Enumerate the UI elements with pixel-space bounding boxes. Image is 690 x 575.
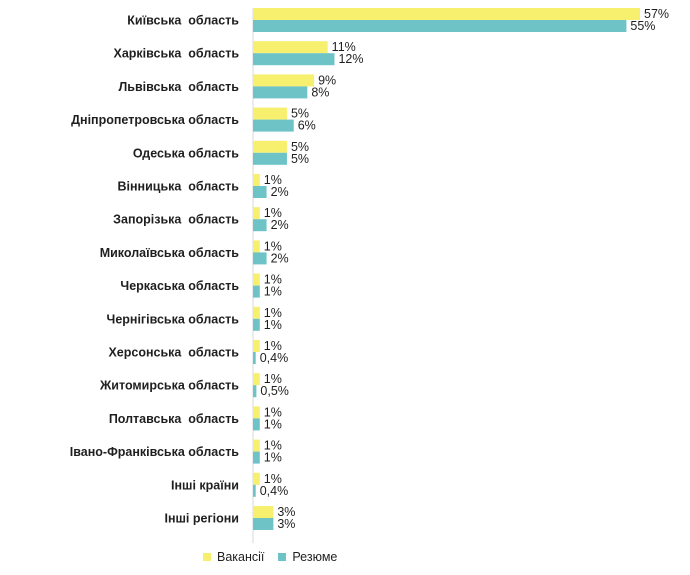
bar-resumes [253,451,260,464]
bar-resumes [253,318,260,331]
data-label-resumes: 0,5% [260,384,289,398]
data-label-vacancies: 1% [264,173,282,187]
category-label: Херсонська область [108,346,239,360]
category-label: Івано-Франківська область [70,445,240,459]
data-label-vacancies: 1% [264,439,282,453]
category-label: Дніпропетровська область [71,113,239,127]
data-label-resumes: 1% [264,285,282,299]
data-label-resumes: 3% [277,517,295,531]
data-label-resumes: 1% [264,318,282,332]
data-label-vacancies: 5% [291,140,309,154]
category-label: Харківська область [113,47,239,61]
data-label-resumes: 6% [298,119,316,133]
data-label-vacancies: 1% [264,206,282,220]
bar-resumes [253,352,256,364]
bar-resumes [253,20,627,32]
bar-vacancies [253,273,260,286]
category-label: Київська область [127,14,239,28]
category-label: Одеська область [133,146,239,160]
category-label: Вінницька область [117,180,239,194]
data-label-vacancies: 1% [264,239,282,253]
category-label: Житомирська область [99,379,239,393]
bar-resumes [253,86,308,99]
bar-resumes [253,484,256,497]
data-label-resumes: 0,4% [260,351,289,365]
category-label: Інші регіони [164,512,239,526]
legend-swatch-resumes [278,553,287,561]
bar-resumes [253,53,335,66]
legend-label-resumes: Резюме [292,550,338,564]
data-label-vacancies: 57% [644,7,669,21]
bar-vacancies [253,373,260,386]
category-label: Полтавська область [109,412,239,426]
bar-resumes [253,119,294,132]
data-label-resumes: 1% [264,417,282,431]
legend-item-vacancies: Вакансії [203,550,264,564]
bar-vacancies [253,8,640,20]
bar-resumes [253,418,260,431]
bar-vacancies [253,74,315,87]
data-label-vacancies: 11% [332,40,356,54]
category-label: Львівська область [119,80,240,94]
data-label-resumes: 2% [271,185,289,199]
legend-label-vacancies: Вакансії [217,550,265,564]
data-label-vacancies: 3% [277,505,295,519]
bar-vacancies [253,207,260,220]
bar-vacancies [253,174,260,186]
data-label-resumes: 8% [311,85,329,99]
bar-vacancies [253,41,328,54]
data-label-vacancies: 5% [291,107,309,121]
data-label-vacancies: 1% [264,273,282,287]
data-label-resumes: 12% [338,52,363,66]
data-label-vacancies: 9% [318,73,336,87]
category-label: Інші країни [171,478,239,492]
bar-resumes [253,219,267,232]
data-label-resumes: 55% [630,19,655,33]
bar-resumes [253,518,274,530]
bar-resumes [253,252,267,265]
bar-resumes [253,385,257,398]
bar-vacancies [253,472,260,485]
category-label: Чернігівська область [107,312,240,326]
bar-vacancies [253,306,260,319]
bar-vacancies [253,140,287,153]
bar-vacancies [253,439,260,452]
data-label-resumes: 2% [271,218,289,232]
category-label: Черкаська область [120,279,239,293]
category-label: Запорізька область [113,213,239,227]
data-label-vacancies: 1% [264,306,282,320]
bar-vacancies [253,506,274,518]
bar-resumes [253,152,287,165]
bar-resumes [253,186,267,198]
legend-swatch-vacancies [203,553,211,561]
bars-group: Київська область 57%55% Харківська область… [70,7,669,531]
bar-vacancies [253,240,260,253]
data-label-resumes: 0,4% [260,484,289,498]
legend-item-resumes: Резюме [278,550,337,564]
bar-vacancies [253,107,287,120]
bar-vacancies [253,340,260,352]
data-label-vacancies: 1% [264,405,282,419]
category-label: Миколаївська область [100,246,240,260]
data-label-vacancies: 1% [264,472,282,486]
data-label-vacancies: 1% [264,339,282,353]
data-label-vacancies: 1% [264,372,282,386]
data-label-resumes: 5% [291,152,309,166]
bar-resumes [253,285,260,298]
data-label-resumes: 2% [271,251,289,265]
bar-vacancies [253,406,260,419]
data-label-resumes: 1% [264,451,282,465]
legend: Вакансії Резюме [203,550,337,564]
